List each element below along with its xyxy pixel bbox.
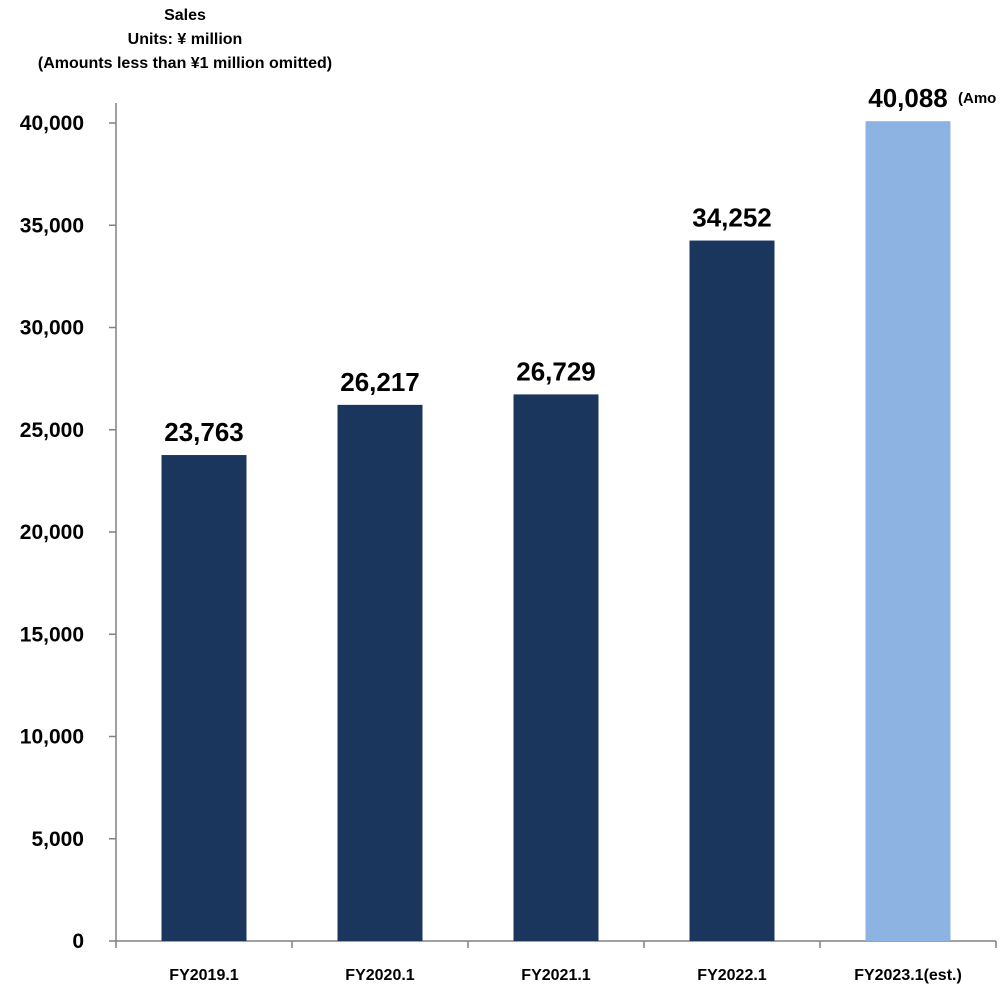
omission-note: (Amounts less than ¥1 million omitted) xyxy=(37,55,333,72)
chart-title: Sales xyxy=(164,7,206,24)
bar-fy2019-1 xyxy=(161,455,247,941)
chart-header: Sales Units: ¥ million (Amounts less tha… xyxy=(0,4,370,76)
x-category-label: FY2022.1 xyxy=(697,967,766,984)
bar-value-label: 23,763 xyxy=(164,417,244,447)
bar-value-label: 40,088 xyxy=(868,83,948,113)
x-category-label: FY2023.1(est.) xyxy=(854,967,962,984)
bar-value-label: 26,729 xyxy=(516,356,596,386)
y-tick-label: 5,000 xyxy=(31,828,84,851)
bar-fy2021-1 xyxy=(513,394,599,941)
y-tick-label: 0 xyxy=(72,930,84,953)
x-category-label: FY2021.1 xyxy=(521,967,590,984)
bar-value-label: 34,252 xyxy=(692,203,772,233)
clipped-corner-note: (Amo xyxy=(958,90,997,107)
y-tick-label: 15,000 xyxy=(20,623,84,646)
units-label: Units: ¥ million xyxy=(127,31,243,48)
bar-value-label: 26,217 xyxy=(340,367,420,397)
y-tick-label: 30,000 xyxy=(20,317,84,340)
bar-fy2023-1-est xyxy=(865,121,951,942)
y-tick-label: 10,000 xyxy=(20,726,84,749)
y-tick-label: 20,000 xyxy=(20,521,84,544)
x-category-label: FY2020.1 xyxy=(345,967,414,984)
x-category-label: FY2019.1 xyxy=(169,967,238,984)
y-tick-label: 35,000 xyxy=(20,214,84,237)
bar-fy2020-1 xyxy=(337,404,423,942)
y-tick-label: 40,000 xyxy=(20,112,84,135)
y-tick-label: 25,000 xyxy=(20,419,84,442)
bar-fy2022-1 xyxy=(689,240,775,941)
